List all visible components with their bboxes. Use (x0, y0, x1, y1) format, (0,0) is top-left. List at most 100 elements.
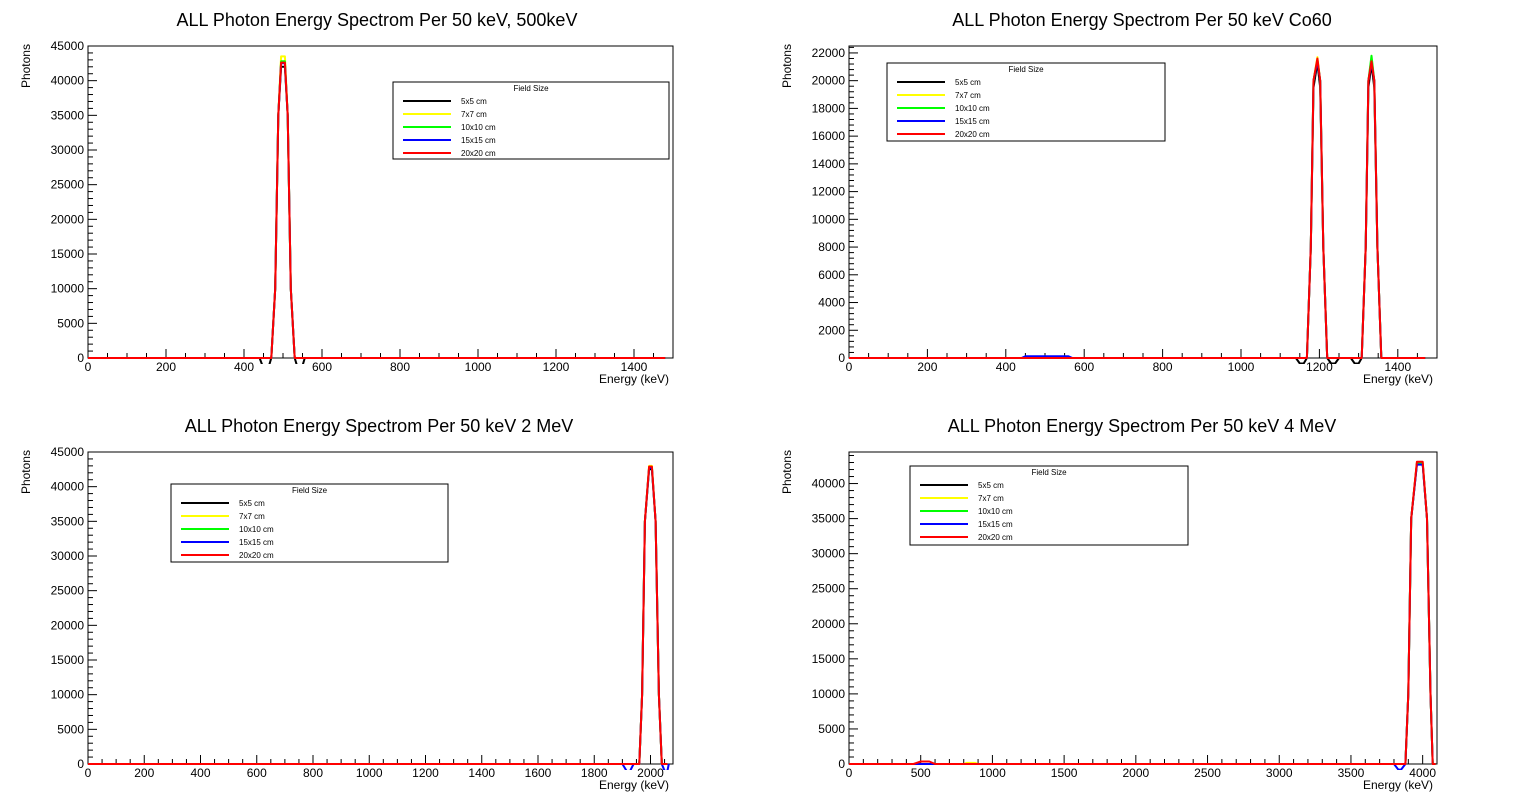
legend-entry-label: 10x10 cm (978, 507, 1013, 516)
x-tick-label: 400 (234, 360, 254, 374)
x-tick-label: 800 (303, 766, 323, 780)
y-tick-label: 30000 (812, 547, 846, 561)
y-tick-label: 35000 (51, 108, 85, 122)
x-tick-label: 3500 (1338, 766, 1365, 780)
legend-entry-label: 7x7 cm (955, 91, 981, 100)
x-tick-label: 400 (190, 766, 210, 780)
y-tick-label: 16000 (812, 129, 846, 143)
legend-entry-label: 5x5 cm (955, 78, 981, 87)
y-tick-label: 12000 (812, 185, 846, 199)
legend-entry-label: 10x10 cm (955, 104, 990, 113)
x-tick-label: 1000 (979, 766, 1006, 780)
legend-entry-label: 5x5 cm (239, 499, 265, 508)
legend-entry-label: 10x10 cm (461, 123, 496, 132)
y-tick-label: 5000 (57, 316, 84, 330)
x-tick-label: 400 (996, 360, 1016, 374)
x-tick-label: 2500 (1194, 766, 1221, 780)
chart-panel-3: ALL Photon Energy Spectrom Per 50 keV 2 … (19, 416, 674, 792)
y-tick-label: 6000 (818, 268, 845, 282)
legend-title: Field Size (1008, 65, 1044, 74)
legend: Field Size 5x5 cm 7x7 cm 10x10 cm 15x15 cm 20… (170, 483, 449, 563)
legend-entry-label: 20x20 cm (955, 130, 990, 139)
legend: Field Size 5x5 cm 7x7 cm 10x10 cm 15x15 cm 20… (392, 81, 670, 160)
y-tick-label: 20000 (51, 212, 85, 226)
series-group (849, 460, 1436, 770)
y-tick-label: 15000 (812, 652, 846, 666)
y-tick-label: 2000 (818, 323, 845, 337)
x-tick-label: 600 (312, 360, 332, 374)
y-tick-label: 0 (77, 351, 84, 365)
series-line-20x20-cm (88, 61, 666, 359)
y-tick-label: 15000 (51, 653, 85, 667)
y-tick-label: 22000 (812, 46, 846, 60)
x-tick-label: 1400 (468, 766, 495, 780)
x-tick-label: 1400 (1384, 360, 1411, 374)
legend-box (170, 483, 449, 563)
chart-title: ALL Photon Energy Spectrom Per 50 keV 4 … (948, 416, 1337, 436)
x-tick-label: 1000 (356, 766, 383, 780)
y-tick-label: 45000 (51, 39, 85, 53)
series-line-20x20-cm (88, 465, 668, 765)
x-tick-label: 1400 (621, 360, 648, 374)
chart-title: ALL Photon Energy Spectrom Per 50 keV Co… (952, 10, 1332, 30)
legend-title: Field Size (1031, 468, 1067, 477)
y-tick-label: 45000 (51, 445, 85, 459)
x-tick-label: 2000 (1122, 766, 1149, 780)
x-tick-label: 1200 (543, 360, 570, 374)
legend: Field Size 5x5 cm 7x7 cm 10x10 cm 15x15 cm 20… (909, 465, 1189, 546)
x-tick-label: 1600 (525, 766, 552, 780)
series-line-5x5-cm (88, 65, 666, 364)
legend-title: Field Size (513, 84, 549, 93)
y-tick-label: 15000 (51, 247, 85, 261)
x-tick-label: 1500 (1051, 766, 1078, 780)
y-tick-label: 10000 (51, 282, 85, 296)
y-axis-label: Photons (19, 44, 33, 88)
series-group (88, 464, 670, 770)
x-tick-label: 800 (1153, 360, 1173, 374)
x-tick-label: 1000 (1228, 360, 1255, 374)
y-tick-label: 20000 (812, 617, 846, 631)
series-group (88, 55, 666, 364)
y-tick-label: 10000 (812, 687, 846, 701)
x-tick-label: 1800 (581, 766, 608, 780)
series-group (849, 54, 1426, 364)
legend-entry-label: 20x20 cm (461, 149, 496, 158)
y-tick-label: 35000 (812, 512, 846, 526)
y-tick-label: 25000 (812, 582, 846, 596)
x-tick-label: 1000 (465, 360, 492, 374)
y-tick-label: 10000 (51, 688, 85, 702)
legend-box (909, 465, 1189, 546)
y-tick-label: 5000 (57, 722, 84, 736)
chart-panel-2: ALL Photon Energy Spectrom Per 50 keV Co… (780, 10, 1438, 386)
legend-entry-label: 15x15 cm (955, 117, 990, 126)
x-tick-label: 600 (1074, 360, 1094, 374)
y-axis-label: Photons (19, 450, 33, 494)
chart-panel-1: ALL Photon Energy Spectrom Per 50 keV, 5… (19, 10, 674, 386)
y-tick-label: 0 (838, 351, 845, 365)
chart-title: ALL Photon Energy Spectrom Per 50 keV 2 … (185, 416, 574, 436)
x-tick-label: 1200 (1306, 360, 1333, 374)
y-tick-label: 40000 (51, 480, 85, 494)
x-tick-label: 800 (390, 360, 410, 374)
x-tick-label: 500 (911, 766, 931, 780)
y-tick-label: 5000 (818, 722, 845, 736)
x-tick-label: 200 (134, 766, 154, 780)
y-tick-label: 30000 (51, 549, 85, 563)
x-tick-label: 1200 (412, 766, 439, 780)
y-tick-label: 0 (838, 757, 845, 771)
y-tick-label: 40000 (51, 74, 85, 88)
legend-entry-label: 10x10 cm (239, 525, 274, 534)
y-tick-label: 4000 (818, 296, 845, 310)
y-tick-label: 20000 (812, 74, 846, 88)
y-tick-label: 20000 (51, 618, 85, 632)
x-tick-label: 200 (917, 360, 937, 374)
x-tick-label: 200 (156, 360, 176, 374)
legend-box (392, 81, 670, 160)
y-axis-label: Photons (780, 44, 794, 88)
legend-title: Field Size (292, 486, 328, 495)
legend-entry-label: 20x20 cm (239, 551, 274, 560)
y-tick-label: 25000 (51, 584, 85, 598)
legend-entry-label: 7x7 cm (461, 110, 487, 119)
legend-entry-label: 20x20 cm (978, 533, 1013, 542)
